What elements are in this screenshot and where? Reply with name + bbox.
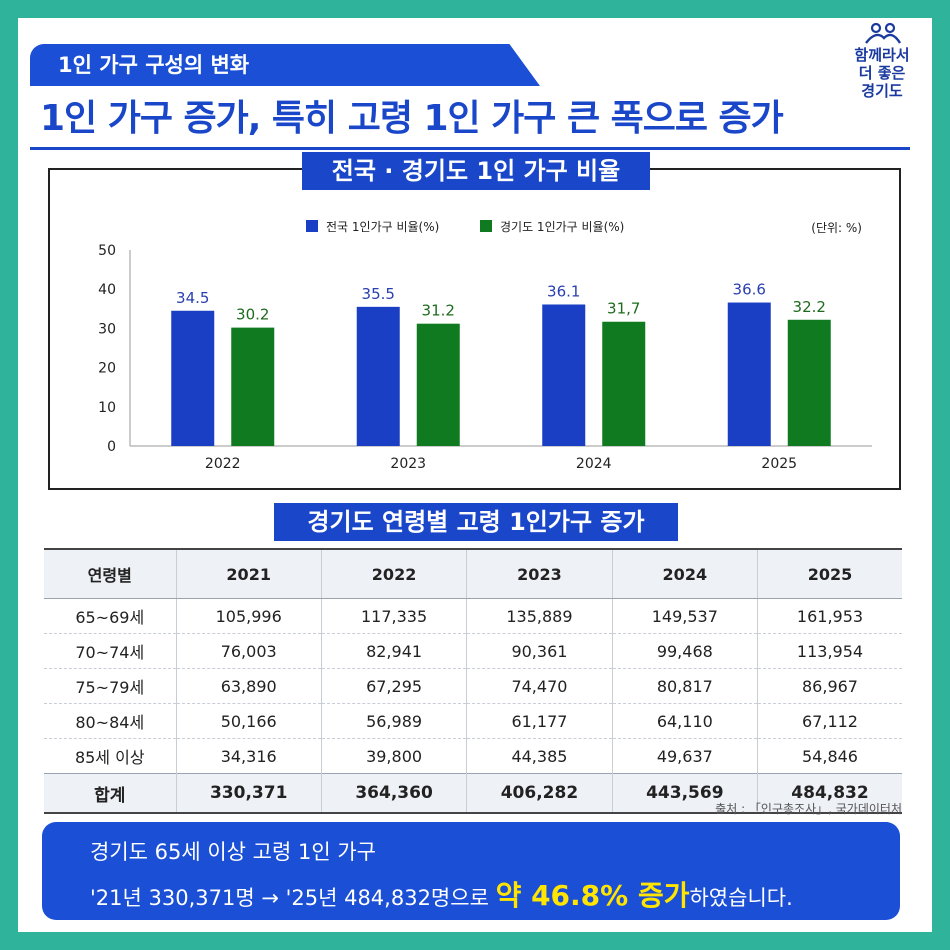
value-cell: 82,941 — [321, 633, 468, 669]
summary-box: 경기도 65세 이상 고령 1인 가구 '21년 330,371명 → '25년… — [42, 822, 900, 920]
total-cell: 406,282 — [466, 773, 613, 814]
logo-line-2: 더 좋은 — [858, 64, 906, 82]
legend-label: 경기도 1인가구 비율(%) — [500, 220, 624, 234]
value-cell: 149,537 — [612, 598, 759, 634]
value-cell: 64,110 — [612, 703, 759, 739]
table-title: 경기도 연령별 고령 1인가구 증가 — [274, 503, 678, 541]
value-cell: 117,335 — [321, 598, 468, 634]
chart-frame: 0 10 20 30 40 50 전국 1인가구 비율(%) 경기도 1인가구 비율(%) (단… — [48, 168, 901, 490]
data-label: 35.5 — [362, 285, 395, 303]
y-tick-label: 20 — [98, 361, 116, 377]
value-cell: 161,953 — [757, 598, 902, 634]
data-label: 31,7 — [607, 300, 640, 318]
y-tick-label: 30 — [98, 321, 116, 337]
total-cell: 443,569 — [612, 773, 759, 814]
total-cell: 364,360 — [321, 773, 468, 814]
value-cell: 113,954 — [757, 633, 902, 669]
y-tick-label: 10 — [98, 400, 116, 416]
data-label: 36.6 — [733, 281, 766, 299]
chart-title: 전국 · 경기도 1인 가구 비율 — [302, 152, 650, 190]
y-tick-label: 40 — [98, 282, 116, 298]
header-cell: 2024 — [612, 548, 759, 599]
total-label-cell: 합계 — [44, 773, 177, 814]
summary-line-2: '21년 330,371명 → '25년 484,832명으로 약 46.8% … — [90, 874, 793, 914]
header-cell: 2021 — [176, 548, 322, 599]
legend-label: 전국 1인가구 비율(%) — [326, 220, 439, 234]
value-cell: 105,996 — [176, 598, 322, 634]
summary-highlight: 약 46.8% 증가 — [495, 879, 690, 912]
age-group-cell: 65~69세 — [44, 598, 177, 634]
bar — [416, 323, 460, 446]
source-note: 출처 : 「인구총조사」, 국가데이터처 — [715, 802, 902, 816]
gyeonggi-logo: 함께라서 더 좋은 경기도 — [842, 22, 922, 112]
bar — [356, 306, 400, 446]
value-cell: 135,889 — [466, 598, 613, 634]
value-cell: 49,637 — [612, 738, 759, 774]
header-cell: 2025 — [757, 548, 902, 599]
table-row: 75~79세 63,890 67,295 74,470 80,817 86,96… — [44, 668, 902, 704]
value-cell: 80,817 — [612, 668, 759, 704]
value-cell: 39,800 — [321, 738, 468, 774]
x-tick-label: 2024 — [576, 456, 612, 472]
value-cell: 44,385 — [466, 738, 613, 774]
value-cell: 90,361 — [466, 633, 613, 669]
bar-chart: 0 10 20 30 40 50 전국 1인가구 비율(%) 경기도 1인가구 비율(%) (단… — [98, 220, 872, 472]
value-cell: 99,468 — [612, 633, 759, 669]
x-tick-label: 2023 — [390, 456, 426, 472]
value-cell: 76,003 — [176, 633, 322, 669]
y-tick-label: 50 — [98, 243, 116, 259]
data-label: 34.5 — [176, 289, 209, 307]
x-tick-label: 2025 — [761, 456, 797, 472]
page-title: 1인 가구 증가, 특히 고령 1인 가구 큰 폭으로 증가 — [30, 88, 910, 150]
data-label: 31.2 — [422, 302, 455, 320]
summary-text: '21년 330,371명 → '25년 484,832명으로 — [90, 886, 496, 910]
value-cell: 67,295 — [321, 668, 468, 704]
logo-line-1: 함께라서 — [854, 46, 910, 64]
legend-swatch — [306, 220, 318, 232]
value-cell: 34,316 — [176, 738, 322, 774]
section-tag: 1인 가구 구성의 변화 — [30, 44, 540, 86]
x-tick-label: 2022 — [205, 456, 241, 472]
data-label: 30.2 — [236, 306, 269, 324]
legend-swatch — [480, 220, 492, 232]
bar — [787, 319, 831, 446]
total-cell: 484,832 — [757, 773, 902, 814]
total-cell: 330,371 — [176, 773, 322, 814]
y-tick-label: 0 — [107, 439, 116, 455]
table-header-row: 연령별 2021 2022 2023 2024 2025 — [44, 548, 902, 599]
age-group-cell: 70~74세 — [44, 633, 177, 669]
value-cell: 74,470 — [466, 668, 613, 704]
summary-line-1: 경기도 65세 이상 고령 1인 가구 — [90, 840, 376, 864]
bar — [231, 327, 275, 446]
unit-label: (단위: %) — [811, 221, 862, 235]
bar — [727, 302, 771, 446]
table-row: 65~69세 105,996 117,335 135,889 149,537 1… — [44, 598, 902, 634]
value-cell: 54,846 — [757, 738, 902, 774]
value-cell: 67,112 — [757, 703, 902, 739]
table-row: 70~74세 76,003 82,941 90,361 99,468 113,9… — [44, 633, 902, 669]
table-total-row: 합계 330,371 364,360 406,282 443,569 484,8… — [44, 773, 902, 814]
summary-text-end: 하였습니다. — [689, 886, 793, 910]
age-group-cell: 75~79세 — [44, 668, 177, 704]
data-label: 32.2 — [793, 298, 826, 316]
header-cell: 연령별 — [44, 548, 177, 599]
bar — [542, 304, 586, 446]
header-cell: 2022 — [321, 548, 468, 599]
bar — [171, 310, 215, 446]
people-icon — [865, 22, 902, 44]
elderly-household-table: 연령별 2021 2022 2023 2024 2025 65~69세 105,… — [44, 548, 902, 814]
bar — [602, 321, 646, 446]
table-row: 85세 이상 34,316 39,800 44,385 49,637 54,84… — [44, 738, 902, 774]
table-row: 80~84세 50,166 56,989 61,177 64,110 67,11… — [44, 703, 902, 739]
value-cell: 61,177 — [466, 703, 613, 739]
data-label: 36.1 — [547, 282, 580, 300]
value-cell: 86,967 — [757, 668, 902, 704]
value-cell: 56,989 — [321, 703, 468, 739]
logo-line-3: 경기도 — [861, 82, 903, 100]
age-group-cell: 85세 이상 — [44, 738, 177, 774]
value-cell: 63,890 — [176, 668, 322, 704]
header-cell: 2023 — [466, 548, 613, 599]
value-cell: 50,166 — [176, 703, 322, 739]
age-group-cell: 80~84세 — [44, 703, 177, 739]
